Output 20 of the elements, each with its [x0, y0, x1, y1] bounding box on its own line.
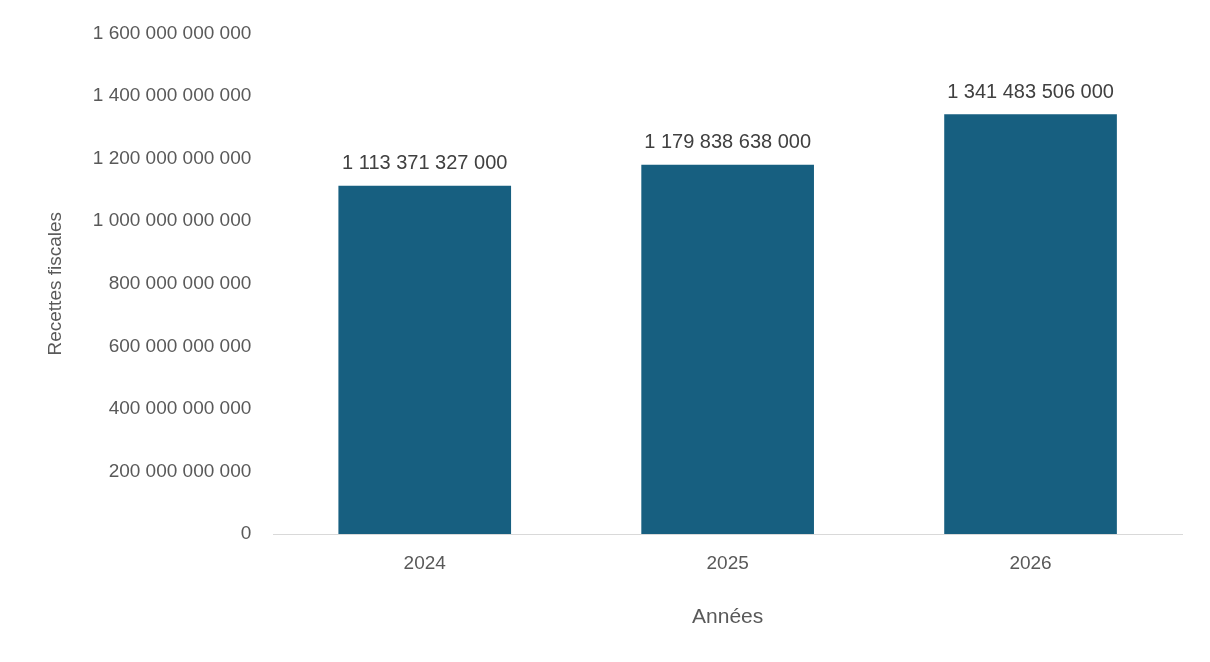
- y-tick-label: 800 000 000 000: [108, 271, 252, 293]
- bar: [641, 164, 814, 534]
- data-label: 1 113 371 327 000: [342, 151, 508, 174]
- y-tick-label: 1 000 000 000 000: [92, 209, 252, 231]
- y-tick-label: 1 600 000 000 000: [92, 21, 252, 43]
- data-label: 1 179 838 638 000: [644, 130, 812, 153]
- bar: [944, 114, 1117, 534]
- y-tick-label: 200 000 000 000: [108, 459, 252, 481]
- bar: [338, 185, 512, 534]
- x-tick-label: 2025: [706, 551, 749, 573]
- x-axis-title: Années: [692, 604, 764, 628]
- y-tick-label: 600 000 000 000: [108, 334, 252, 356]
- y-tick-label: 1 200 000 000 000: [92, 146, 252, 168]
- y-tick-label: 0: [240, 522, 252, 544]
- x-tick-label: 2026: [1009, 551, 1052, 573]
- y-tick-label: 1 400 000 000 000: [92, 84, 252, 106]
- x-tick-label: 2024: [403, 551, 447, 573]
- y-tick-label: 400 000 000 000: [108, 397, 252, 419]
- y-axis-title: Recettes fiscales: [43, 211, 65, 356]
- data-label: 1 341 483 506 000: [947, 79, 1114, 102]
